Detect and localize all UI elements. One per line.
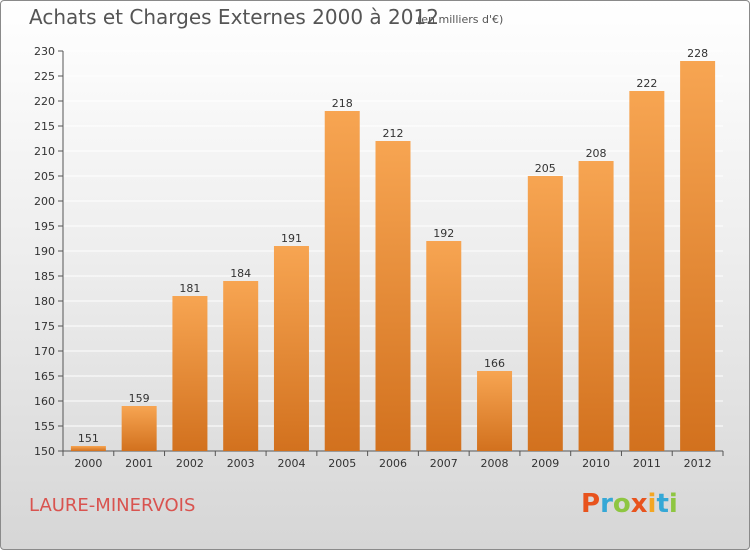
- x-tick-label: 2011: [633, 457, 661, 470]
- bar-value-label: 191: [281, 232, 302, 245]
- y-tick-label: 220: [34, 95, 55, 108]
- x-tick-label: 2012: [684, 457, 712, 470]
- x-axis: 2000 2001 2002 2003 2004 2005 2006 2007 2008 2009…: [62, 451, 724, 470]
- y-tick-label: 215: [34, 120, 55, 133]
- y-tick-label: 155: [34, 420, 55, 433]
- bar-2007: [426, 241, 462, 451]
- y-tick-label: 205: [34, 170, 55, 183]
- bar-2001: [121, 406, 157, 451]
- x-tick-label: 2010: [582, 457, 610, 470]
- logo-letter: i: [668, 489, 678, 519]
- logo-letter: P: [581, 489, 601, 519]
- bar-2002: [172, 296, 208, 451]
- bar-2011: [629, 91, 665, 451]
- bar-2003: [223, 281, 259, 451]
- x-tick-label: 2002: [176, 457, 204, 470]
- x-tick-label: 2005: [328, 457, 356, 470]
- x-tick-label: 2001: [125, 457, 153, 470]
- bar-value-label: 208: [586, 147, 607, 160]
- bar-value-label: 159: [129, 392, 150, 405]
- chart-title: Achats et Charges Externes 2000 à 2012: [29, 5, 439, 29]
- y-tick-label: 230: [34, 45, 55, 58]
- bars: 151 159 181 184 191 218 212 192 166 205 208 222 228: [70, 47, 716, 451]
- y-tick-label: 185: [34, 270, 55, 283]
- bar-2008: [477, 371, 513, 451]
- y-tick-label: 160: [34, 395, 55, 408]
- y-tick-label: 170: [34, 345, 55, 358]
- bar-value-label: 192: [433, 227, 454, 240]
- x-tick-label: 2003: [227, 457, 255, 470]
- y-tick-label: 210: [34, 145, 55, 158]
- bar-2010: [578, 161, 614, 451]
- x-tick-label: 2007: [430, 457, 458, 470]
- x-tick-label: 2006: [379, 457, 407, 470]
- y-tick-label: 180: [34, 295, 55, 308]
- bar-value-label: 181: [179, 282, 200, 295]
- logo-letter: i: [647, 489, 657, 519]
- logo-letter: o: [612, 489, 631, 519]
- bar-2006: [375, 141, 411, 451]
- logo-letter: x: [630, 489, 648, 519]
- y-tick-label: 225: [34, 70, 55, 83]
- proxiti-logo: Proxiti: [581, 489, 678, 519]
- bar-value-label: 166: [484, 357, 505, 370]
- y-tick-label: 195: [34, 220, 55, 233]
- x-tick-label: 2008: [481, 457, 509, 470]
- x-tick-label: 2009: [531, 457, 559, 470]
- logo-letter: r: [600, 489, 613, 519]
- logo-letter: t: [656, 489, 669, 519]
- y-tick-label: 150: [34, 445, 55, 458]
- commune-name: LAURE-MINERVOIS: [29, 495, 196, 516]
- bar-value-label: 151: [78, 432, 99, 445]
- bar-value-label: 184: [230, 267, 251, 280]
- y-tick-label: 190: [34, 245, 55, 258]
- bar-value-label: 222: [636, 77, 657, 90]
- bar-value-label: 205: [535, 162, 556, 175]
- bar-2004: [273, 246, 309, 451]
- y-tick-label: 200: [34, 195, 55, 208]
- x-tick-label: 2000: [74, 457, 102, 470]
- y-tick-label: 175: [34, 320, 55, 333]
- bar-2000: [70, 446, 106, 451]
- bar-value-label: 228: [687, 47, 708, 60]
- bar-2005: [324, 111, 360, 451]
- bar-2009: [527, 176, 563, 451]
- chart-subtitle: (en milliers d'€): [417, 13, 504, 26]
- bar-value-label: 212: [383, 127, 404, 140]
- bar-value-label: 218: [332, 97, 353, 110]
- bar-2012: [680, 61, 716, 451]
- y-tick-label: 165: [34, 370, 55, 383]
- x-tick-label: 2004: [277, 457, 305, 470]
